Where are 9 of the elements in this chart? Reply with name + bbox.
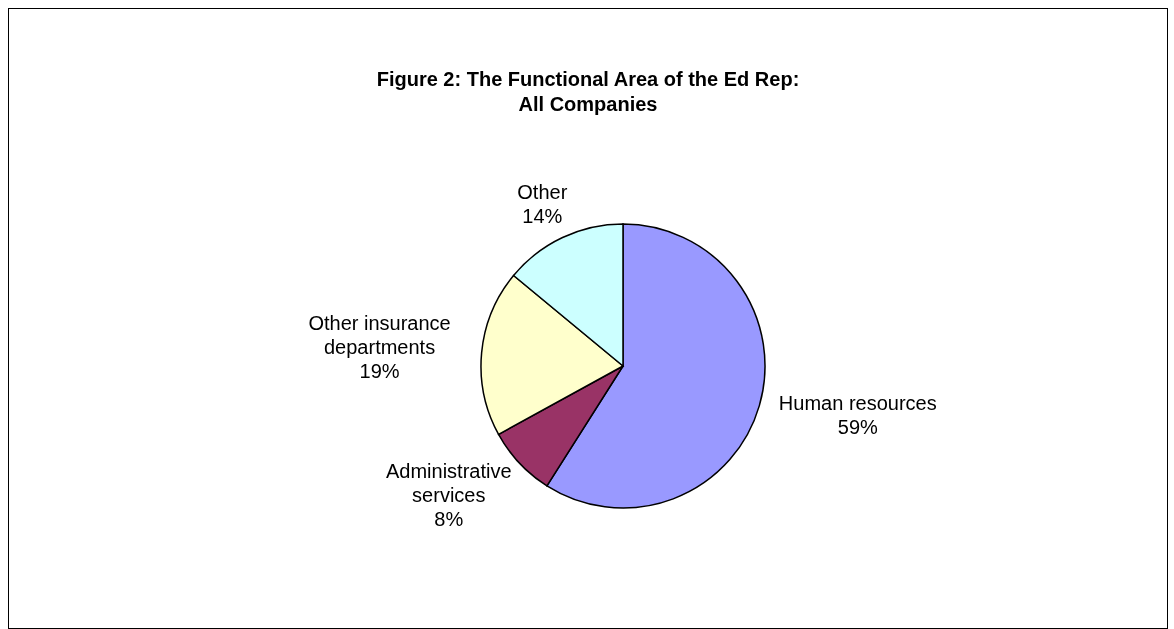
data-label: 59% xyxy=(837,415,879,438)
data-label: 8% xyxy=(434,508,464,531)
slice-label: Administrative services xyxy=(385,460,512,507)
chart-title: Figure 2: The Functional Area of the Ed Rep: All Companies xyxy=(375,67,801,117)
data-label: 14% xyxy=(522,204,563,227)
slice-label: Other insurance departments xyxy=(308,312,451,359)
slice-label: Other xyxy=(517,180,568,203)
slice-label: Human resources xyxy=(778,391,937,414)
data-label: 19% xyxy=(359,360,400,383)
